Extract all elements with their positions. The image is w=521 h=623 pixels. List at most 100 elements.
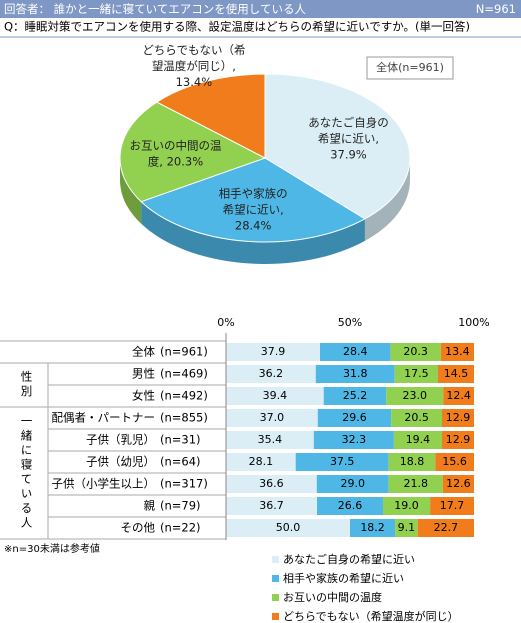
bar-value-label: 19.0 <box>394 499 419 512</box>
bar-segment <box>394 365 439 383</box>
bar-value-label: 18.2 <box>360 521 385 534</box>
bar-segment <box>319 343 391 361</box>
row-n: (n=961) <box>160 345 208 359</box>
pie-side <box>141 201 365 264</box>
bar-segment <box>226 409 318 427</box>
bar-value-label: 14.5 <box>444 367 469 380</box>
bar-value-label: 9.1 <box>398 521 416 534</box>
bar-value-label: 50.0 <box>276 521 301 534</box>
legend-label: あなたご自身の希望に近い <box>283 552 415 566</box>
bar-value-label: 21.8 <box>403 477 428 490</box>
bar-segment <box>317 409 392 427</box>
pie-side <box>120 158 142 224</box>
bar-value-label: 32.3 <box>342 433 367 446</box>
legend-swatch <box>272 613 279 620</box>
pie-slice <box>140 157 366 243</box>
pie-side <box>364 158 410 241</box>
row-label: 子供（小学生以上） <box>52 477 156 491</box>
bar-segment <box>350 519 396 537</box>
row-n: (n=492) <box>160 389 208 403</box>
bar-value-label: 36.2 <box>259 367 284 380</box>
bar-value-label: 12.6 <box>446 477 471 490</box>
bar-segment <box>226 453 296 471</box>
bar-segment <box>430 497 474 515</box>
note: ※n=30未満は参考値 <box>4 542 100 555</box>
pie-label-box <box>366 56 454 80</box>
total-n: N=961 <box>476 2 516 16</box>
pie-slice <box>155 73 266 159</box>
bar-segment <box>316 475 389 493</box>
legend-label: どちらでもない（希望温度が同じ） <box>283 609 459 623</box>
legend-swatch <box>272 556 279 563</box>
row-n: (n=469) <box>160 367 208 381</box>
row-label: その他 <box>121 521 156 535</box>
bar-segment <box>226 519 350 537</box>
row-label: 男性 <box>132 367 155 381</box>
bar-value-label: 23.0 <box>402 389 427 402</box>
bar-segment <box>317 497 383 515</box>
legend-label: お互いの中間の温度 <box>283 590 382 604</box>
bar-value-label: 20.3 <box>403 345 428 358</box>
bar-segment <box>323 387 387 405</box>
row-n: (n=31) <box>160 433 201 447</box>
legend-label: 相手や家族の希望に近い <box>283 571 404 585</box>
group-label: 性別 <box>20 370 34 400</box>
bar-segment <box>443 387 474 405</box>
group-label: 一緒に寝ている人 <box>20 415 34 531</box>
bar-segment <box>442 409 474 427</box>
row-label: 子供（幼児） <box>86 455 155 469</box>
row-label: 親 <box>144 499 156 513</box>
bar-value-label: 36.7 <box>259 499 284 512</box>
bar-segment <box>226 343 320 361</box>
bar-segment <box>226 497 318 515</box>
bar-value-label: 39.4 <box>263 389 288 402</box>
bar-value-label: 12.4 <box>446 389 471 402</box>
bar-value-label: 20.5 <box>404 411 429 424</box>
legend-swatch <box>272 575 279 582</box>
pie-slice <box>264 73 411 220</box>
bar-segment <box>442 431 474 449</box>
bar-segment <box>391 409 443 427</box>
bar-segment <box>388 453 436 471</box>
row-label: 全体 <box>132 345 155 359</box>
bar-value-label: 28.1 <box>249 455 274 468</box>
bar-segment <box>440 343 474 361</box>
bar-segment <box>390 343 441 361</box>
row-n: (n=317) <box>160 477 208 491</box>
pie-label: 全体(n=961) <box>376 60 444 74</box>
bar-value-label: 15.6 <box>442 455 467 468</box>
bar-value-label: 17.5 <box>404 367 429 380</box>
bar-segment <box>382 497 431 515</box>
bar-value-label: 19.4 <box>406 433 431 446</box>
row-label: 子供（乳児） <box>86 433 155 447</box>
pie-value-label: お互いの中間の温度, 20.3% <box>129 138 221 168</box>
bar-segment <box>442 475 474 493</box>
pie-value-label: あなたご自身の希望に近い, 37.9% <box>308 115 389 161</box>
question: Q：睡眠対策でエアコンを使用する際、設定温度はどちらの希望に近いですか。(単一回… <box>4 20 470 34</box>
bar-segment <box>313 431 394 449</box>
bar-segment <box>393 431 443 449</box>
bar-segment <box>226 431 314 449</box>
bar-segment <box>386 387 444 405</box>
bar-value-label: 17.7 <box>440 499 465 512</box>
row-label: 配偶者・パートナー <box>52 411 156 425</box>
x-tick-label: 100% <box>458 316 489 329</box>
bar-value-label: 13.4 <box>445 345 470 358</box>
bar-value-label: 35.4 <box>258 433 283 446</box>
row-n: (n=855) <box>160 411 208 425</box>
bar-value-label: 37.5 <box>330 455 355 468</box>
bar-segment <box>388 475 443 493</box>
header-band <box>0 0 521 18</box>
row-n: (n=22) <box>160 521 201 535</box>
legend-swatch <box>272 594 279 601</box>
bar-segment <box>315 365 395 383</box>
bar-value-label: 22.7 <box>434 521 459 534</box>
bar-value-label: 26.6 <box>338 499 363 512</box>
row-n: (n=79) <box>160 499 201 513</box>
respondents: 回答者： 誰かと一緒に寝ていてエアコンを使用している人 <box>4 2 306 16</box>
bar-segment <box>295 453 389 471</box>
bar-segment <box>226 387 324 405</box>
row-label: 女性 <box>132 389 155 403</box>
bar-value-label: 12.9 <box>446 433 471 446</box>
